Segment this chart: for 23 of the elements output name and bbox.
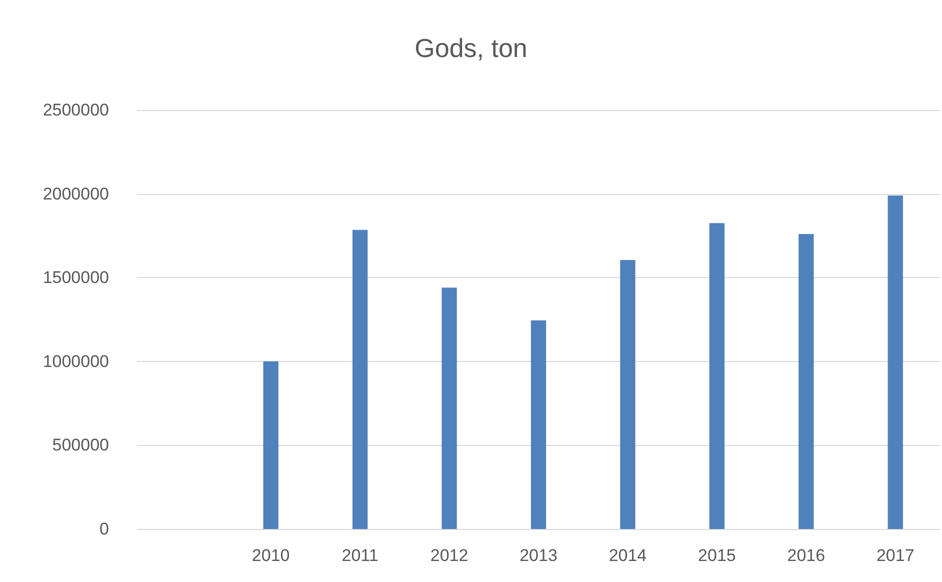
x-tick-label: 2013: [520, 546, 558, 565]
bar: [263, 361, 278, 529]
x-tick-label: 2014: [608, 546, 647, 565]
bar: [888, 195, 903, 529]
chart-title: Gods, ton: [414, 33, 528, 63]
x-tick-label: 2012: [430, 546, 468, 565]
bar: [352, 230, 368, 529]
bar: [442, 288, 457, 529]
y-tick-label: 500000: [52, 436, 109, 455]
bar: [798, 234, 814, 529]
y-tick-label: 2500000: [42, 100, 109, 120]
y-tick-label: 1500000: [42, 268, 109, 288]
x-tick-label: 2010: [252, 546, 290, 565]
bar: [709, 223, 725, 529]
x-tick-label: 2011: [342, 546, 378, 565]
y-tick-label: 0: [100, 520, 109, 538]
x-tick-label: 2016: [787, 546, 826, 565]
bar: [530, 320, 546, 529]
y-tick-label: 2000000: [42, 184, 109, 204]
bar: [620, 260, 636, 529]
x-tick-label: 2017: [876, 546, 914, 565]
y-tick-label: 1000000: [42, 352, 109, 371]
x-tick-label: 2015: [698, 546, 736, 565]
